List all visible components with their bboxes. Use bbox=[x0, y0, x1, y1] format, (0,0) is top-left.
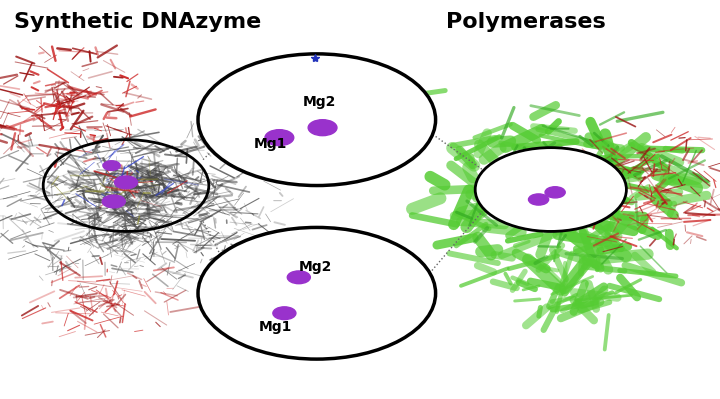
Circle shape bbox=[103, 161, 120, 170]
Circle shape bbox=[273, 307, 296, 320]
Text: Mg2: Mg2 bbox=[299, 260, 332, 275]
Circle shape bbox=[528, 194, 549, 205]
Circle shape bbox=[287, 271, 310, 284]
Text: Synthetic DNAzyme: Synthetic DNAzyme bbox=[14, 12, 261, 32]
Circle shape bbox=[545, 187, 565, 198]
Circle shape bbox=[265, 130, 294, 146]
Circle shape bbox=[308, 120, 337, 136]
Text: Mg2: Mg2 bbox=[302, 95, 336, 109]
Circle shape bbox=[114, 176, 138, 189]
Text: Mg1: Mg1 bbox=[253, 136, 287, 151]
Circle shape bbox=[475, 148, 626, 231]
Circle shape bbox=[198, 227, 436, 359]
Circle shape bbox=[102, 195, 125, 208]
Circle shape bbox=[198, 54, 436, 186]
Text: Mg1: Mg1 bbox=[259, 320, 292, 334]
Text: Polymerases: Polymerases bbox=[446, 12, 606, 32]
